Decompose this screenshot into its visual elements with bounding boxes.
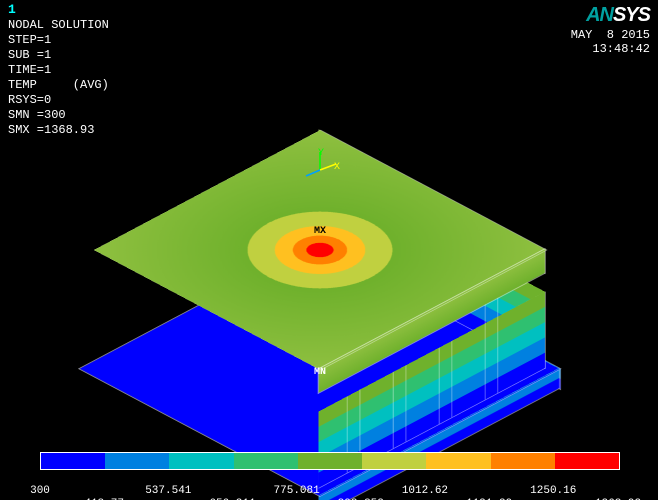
legend-swatch — [491, 453, 555, 469]
info-sub: SUB =1 — [8, 48, 51, 62]
legend-swatch — [169, 453, 233, 469]
logo-sys: SYS — [613, 4, 650, 26]
min-marker: MN — [314, 367, 326, 378]
legend-swatch — [426, 453, 490, 469]
logo-an: AN — [586, 4, 613, 26]
info-rsys: RSYS=0 — [8, 93, 51, 107]
info-step: STEP=1 — [8, 33, 51, 47]
contour-legend — [40, 452, 620, 470]
time: 13:48:42 — [592, 42, 650, 56]
max-marker: MX — [314, 226, 326, 237]
legend-tick: 300 — [30, 485, 50, 497]
ansys-graphics-viewport: 1 NODAL SOLUTION STEP=1 SUB =1 TIME=1 TE… — [0, 0, 658, 500]
legend-swatch — [298, 453, 362, 469]
legend-swatch — [555, 453, 619, 469]
info-time: TIME=1 — [8, 63, 51, 77]
info-smn: SMN =300 — [8, 108, 66, 122]
legend-tick: 1012.62 — [402, 485, 448, 497]
date: MAY 8 2015 — [571, 28, 650, 42]
legend-tick: 1250.16 — [530, 485, 576, 497]
legend-swatch — [105, 453, 169, 469]
ansys-logo: ANSYS — [586, 4, 650, 27]
triad-y-label: Y — [318, 148, 324, 159]
legend-tick: 775.081 — [274, 485, 320, 497]
triad-x-label: X — [334, 162, 340, 173]
timestamp: MAY 8 2015 13:48:42 — [571, 28, 650, 56]
window-index: 1 — [8, 2, 16, 17]
legend-swatch — [234, 453, 298, 469]
legend-swatch — [41, 453, 105, 469]
model-stage[interactable]: Y X MX — [60, 40, 580, 440]
info-title: NODAL SOLUTION — [8, 18, 109, 32]
legend-tick: 537.541 — [145, 485, 191, 497]
legend-swatch — [362, 453, 426, 469]
